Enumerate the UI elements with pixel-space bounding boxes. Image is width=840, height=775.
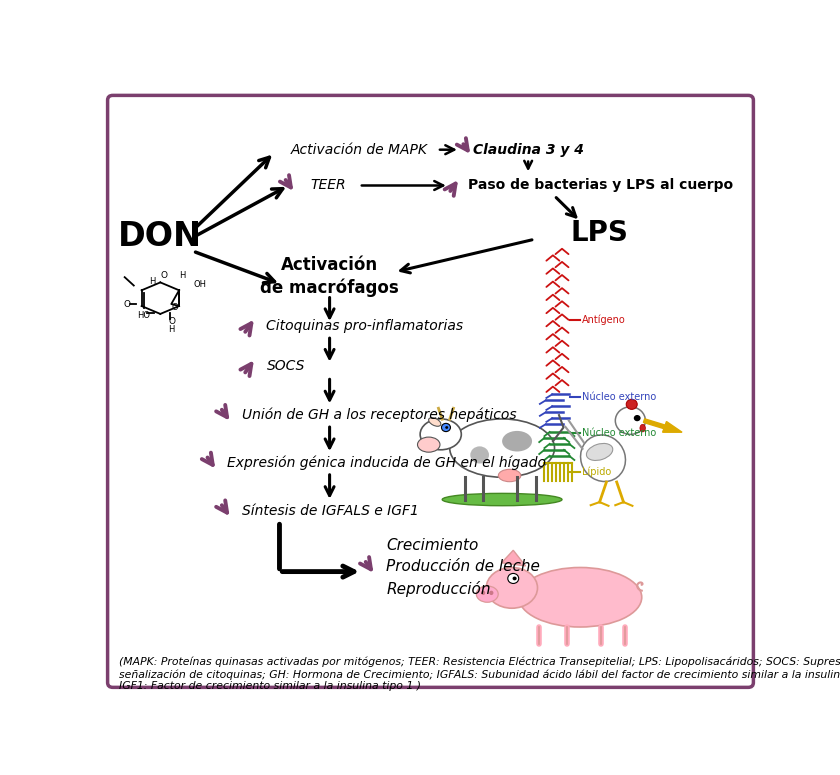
Polygon shape xyxy=(501,550,526,566)
Ellipse shape xyxy=(580,435,626,481)
FancyArrow shape xyxy=(643,418,682,432)
Ellipse shape xyxy=(640,425,645,432)
Text: TEER: TEER xyxy=(310,178,346,192)
Text: Lípido: Lípido xyxy=(582,467,612,477)
Text: SOCS: SOCS xyxy=(266,360,305,374)
Text: Crecimiento
Producción de leche
Reproducción: Crecimiento Producción de leche Reproduc… xyxy=(386,538,540,597)
Text: Expresión génica inducida de GH en el hígado: Expresión génica inducida de GH en el hí… xyxy=(228,456,546,470)
Text: O: O xyxy=(172,302,178,312)
Text: Unión de GH a los receptores hepáticos: Unión de GH a los receptores hepáticos xyxy=(242,408,517,422)
Ellipse shape xyxy=(417,437,440,452)
Circle shape xyxy=(616,407,645,435)
Text: O: O xyxy=(123,301,131,309)
Ellipse shape xyxy=(476,586,498,602)
Text: Activación
de macrófagos: Activación de macrófagos xyxy=(260,256,399,297)
Text: Síntesis de IGFALS e IGF1: Síntesis de IGFALS e IGF1 xyxy=(242,504,418,518)
Ellipse shape xyxy=(420,419,461,450)
Circle shape xyxy=(445,426,449,429)
Text: O: O xyxy=(160,270,167,280)
Text: Claudina 3 y 4: Claudina 3 y 4 xyxy=(474,143,585,157)
Ellipse shape xyxy=(449,419,554,477)
Text: Núcleo externo: Núcleo externo xyxy=(582,428,656,438)
Ellipse shape xyxy=(442,494,562,506)
Ellipse shape xyxy=(470,446,489,463)
Text: Activación de MAPK: Activación de MAPK xyxy=(291,143,428,157)
Text: H: H xyxy=(169,325,175,333)
Text: OH: OH xyxy=(193,280,207,289)
Text: Núcleo externo: Núcleo externo xyxy=(582,392,656,402)
Ellipse shape xyxy=(586,443,612,460)
Text: H: H xyxy=(150,277,155,286)
Text: Paso de bacterias y LPS al cuerpo: Paso de bacterias y LPS al cuerpo xyxy=(468,178,733,192)
Text: H: H xyxy=(179,271,186,281)
Circle shape xyxy=(507,574,519,584)
Ellipse shape xyxy=(490,591,493,595)
Text: O: O xyxy=(168,318,176,326)
Circle shape xyxy=(442,423,450,432)
Ellipse shape xyxy=(481,591,486,595)
Text: (MAPK: Proteínas quinasas activadas por mitógenos; TEER: Resistencia Eléctrica T: (MAPK: Proteínas quinasas activadas por … xyxy=(119,657,840,691)
Text: DON: DON xyxy=(118,220,202,253)
Text: Citoquinas pro-inflamatorias: Citoquinas pro-inflamatorias xyxy=(266,319,464,332)
Ellipse shape xyxy=(498,470,521,482)
Ellipse shape xyxy=(519,567,642,627)
Text: Antígeno: Antígeno xyxy=(582,315,626,325)
Text: HO: HO xyxy=(137,311,150,319)
Ellipse shape xyxy=(627,399,638,409)
Circle shape xyxy=(512,577,517,580)
Circle shape xyxy=(633,415,641,422)
Ellipse shape xyxy=(502,431,532,452)
FancyBboxPatch shape xyxy=(108,95,753,687)
Ellipse shape xyxy=(486,567,538,608)
Text: LPS: LPS xyxy=(571,219,628,247)
Ellipse shape xyxy=(428,418,441,426)
